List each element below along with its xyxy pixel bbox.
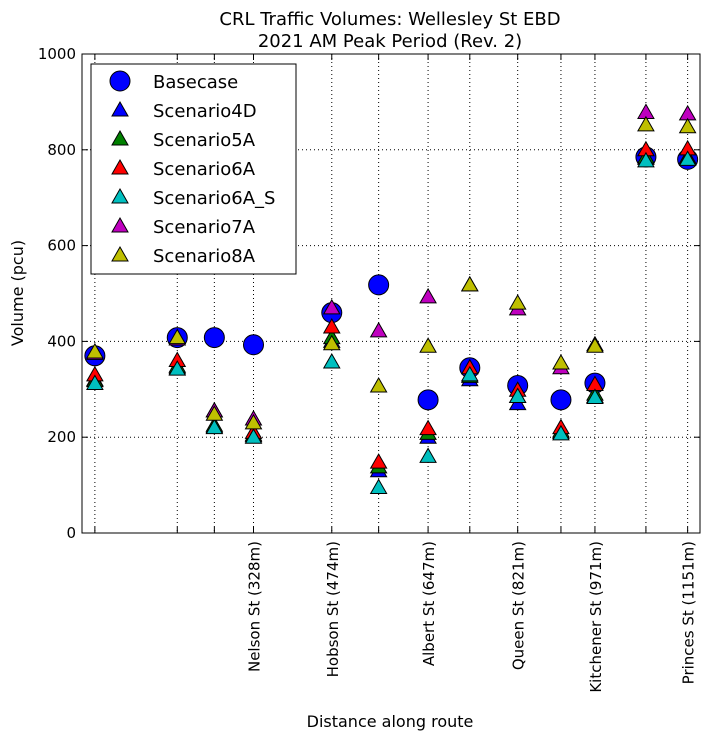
point-scenario6a-s [460, 365, 479, 382]
point-scenario6a-s [508, 387, 527, 403]
x-axis-label: Distance along route [307, 712, 474, 731]
y-tick-label: 200 [47, 428, 76, 446]
point-scenario7a [369, 321, 388, 338]
point-scenario8a [508, 294, 527, 310]
chart-title: CRL Traffic Volumes: Wellesley St EBD [219, 9, 560, 30]
point-scenario6a-s [322, 352, 341, 369]
y-tick-label: 600 [47, 237, 76, 255]
point-scenario6a-s [678, 150, 697, 166]
point-scenario8a [460, 275, 479, 292]
point-scenario6a-s [205, 418, 224, 435]
point-basecase [550, 389, 572, 411]
legend-label-scenario6a: Scenario6A [153, 159, 256, 180]
x-tick-label: Kitchener St (971m) [587, 541, 605, 693]
marker-layer [84, 103, 699, 494]
point-scenario6a-s [637, 151, 655, 168]
legend-label-scenario4d: Scenario4D [153, 101, 257, 122]
point-scenario8a [419, 337, 437, 353]
plot-frame [81, 53, 701, 534]
y-tick-label: 0 [66, 524, 76, 542]
point-scenario6a-s [369, 478, 388, 494]
legend-label-scenario6a-s: Scenario6A_S [153, 188, 275, 209]
legend-marker-basecase [109, 70, 131, 92]
point-scenario6a [322, 318, 341, 334]
legend-marker-scenario6a [111, 158, 129, 175]
point-scenario8a [205, 405, 224, 421]
tick-layer: 0 200 400 600 800 1000 Nelson St (328m) Hobson … [38, 45, 700, 693]
legend-marker-scenario4d [111, 100, 129, 117]
x-tick-label: Hobson St (474m) [324, 541, 342, 677]
legend-marker-scenario8a [111, 245, 129, 262]
x-tick-label: Albert St (647m) [420, 541, 438, 666]
legend-label-basecase: Basecase [153, 72, 238, 93]
y-tick-label: 800 [47, 141, 76, 159]
point-basecase [417, 389, 439, 411]
point-scenario8a [586, 337, 604, 353]
point-scenario6a [369, 453, 388, 469]
point-scenario6a [419, 419, 437, 436]
y-axis-label: Volume (pcu) [8, 240, 27, 346]
point-scenario8a [322, 334, 341, 351]
x-tick-label: Nelson St (328m) [245, 541, 263, 672]
point-basecase [242, 334, 264, 356]
legend-label-scenario8a: Scenario8A [153, 246, 256, 267]
legend-marker-scenario5a [111, 129, 129, 146]
point-scenario8a [369, 376, 388, 393]
point-scenario8a [552, 353, 570, 370]
point-basecase [368, 274, 390, 296]
point-scenario6a-s [586, 388, 604, 404]
legend: Basecase Scenario4D Scenario5A Scenario6A Sc… [90, 63, 297, 275]
x-tick-label: Princes St (1151m) [680, 541, 698, 684]
legend-label-scenario5a: Scenario5A [153, 130, 256, 151]
point-scenario8a [637, 115, 655, 132]
y-tick-label: 1000 [38, 45, 76, 63]
point-scenario6a-s [552, 424, 570, 441]
grid-layer [82, 54, 700, 533]
x-tick-label: Queen St (821m) [510, 541, 528, 670]
legend-marker-scenario7a [111, 216, 129, 233]
y-tick-label: 400 [47, 332, 76, 350]
legend-label-scenario7a: Scenario7A [153, 217, 256, 238]
point-scenario6a-s [86, 374, 104, 391]
point-scenario7a [322, 298, 341, 315]
point-scenario7a [419, 287, 437, 304]
point-scenario8a [244, 413, 263, 430]
chart-subtitle: 2021 AM Peak Period (Rev. 2) [258, 31, 522, 52]
legend-marker-scenario6a-s [111, 187, 129, 204]
point-scenario6a-s [419, 447, 437, 463]
point-scenario6a-s [168, 360, 187, 376]
point-scenario8a [168, 328, 187, 345]
point-scenario6a-s [244, 428, 263, 444]
point-scenario8a [678, 117, 697, 134]
point-scenario8a [86, 342, 104, 359]
point-basecase [203, 327, 225, 349]
point-scenario7a [678, 104, 697, 121]
